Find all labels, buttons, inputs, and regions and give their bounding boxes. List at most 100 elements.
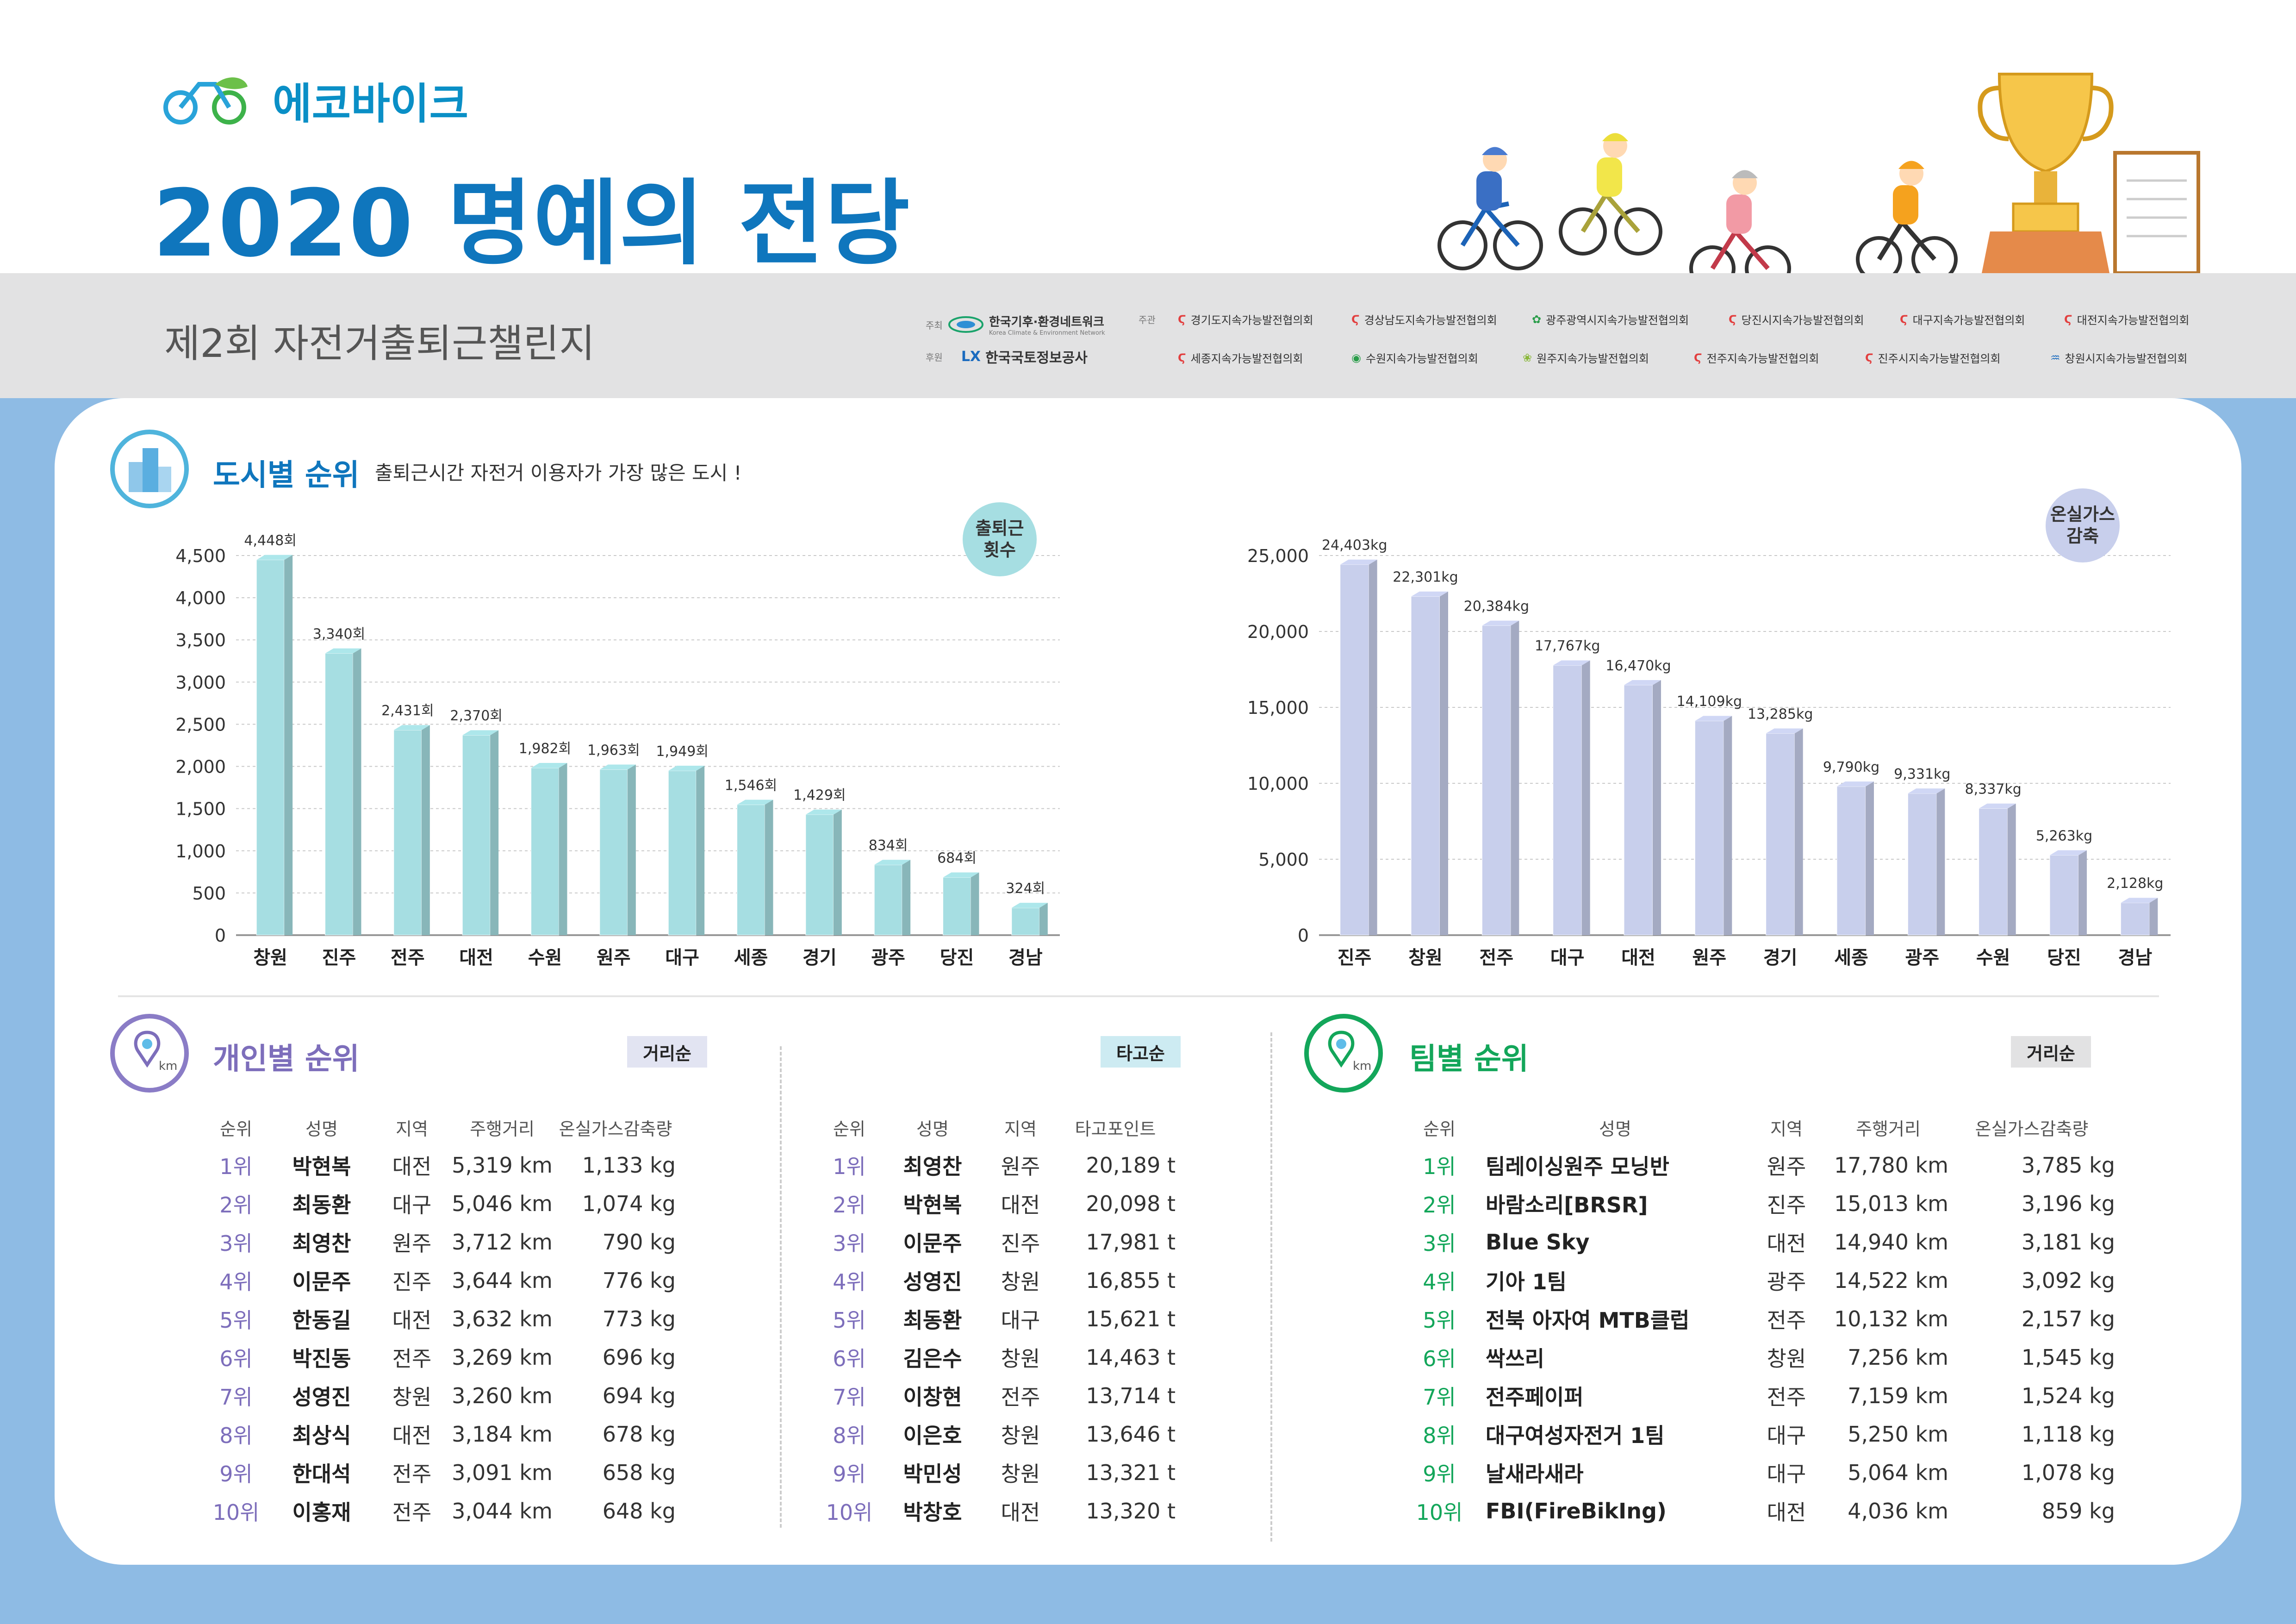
x-tick-label: 경남	[2118, 947, 2153, 968]
rank-cell: 7위	[1423, 1384, 1456, 1410]
table-cell: 658 kg	[602, 1460, 676, 1485]
rank-cell: 5위	[833, 1307, 866, 1333]
table-cell: 박민성	[903, 1461, 962, 1487]
data-label: 22,301kg	[1393, 569, 1458, 586]
table-cell: 전주페이퍼	[1486, 1384, 1584, 1410]
data-label: 9,331kg	[1894, 766, 1950, 782]
table-cell: 7,159 km	[1848, 1383, 1948, 1408]
bar-top	[737, 800, 773, 805]
data-label: 8,337kg	[1965, 781, 2022, 798]
table-row: 1위 최영찬 원주 20,189 t	[819, 1146, 1176, 1184]
table-cell: 대구	[1767, 1423, 1806, 1448]
table-cell: 박창호	[903, 1499, 962, 1525]
table-cell: 대구여성자전거 1팀	[1486, 1423, 1665, 1448]
bar-side	[765, 800, 773, 935]
table-header-row: 순위 성명 지역 주행거리 온실가스감축량	[1423, 1118, 2089, 1139]
data-label: 1,949회	[656, 743, 708, 760]
organizer-logo-icon: Ϛ	[1178, 351, 1186, 364]
table-cell: 1,118 kg	[2021, 1421, 2115, 1447]
chart-commute-badge: 출퇴근 횟수	[963, 502, 1037, 576]
table-row: 7위 성영진 창원 3,260 km 694 kg	[204, 1376, 676, 1415]
rank-cell: 6위	[833, 1346, 866, 1371]
rank-cell: 1위	[219, 1154, 253, 1179]
y-tick-label: 2,000	[175, 757, 226, 777]
personal-distance-table: 순위 성명 지역 주행거리 온실가스감축량 1위 박현복 대전 5,319 km 1,1…	[204, 1109, 676, 1530]
x-tick-label: 진주	[322, 947, 356, 968]
table-cell: 진주	[1001, 1230, 1040, 1256]
tag-team-distance-order: 거리순	[2011, 1036, 2091, 1068]
bar	[1553, 665, 1582, 936]
main-panel	[55, 398, 2241, 1565]
bar-top	[874, 860, 911, 865]
organizer-logo-icon: Ϛ	[1694, 351, 1702, 364]
table-row: 5위 최동환 대구 15,621 t	[819, 1299, 1176, 1338]
sponsor-label: 후원	[926, 351, 943, 363]
table-cell: 1,524 kg	[2021, 1383, 2115, 1408]
bar	[668, 770, 697, 936]
table-cell: 기아 1팀	[1486, 1269, 1567, 1294]
x-tick-label: 창원	[1408, 947, 1443, 968]
bar-side	[1936, 788, 1945, 935]
organizer-item: ❀ 원주지속가능발전협의회	[1523, 351, 1649, 366]
bar	[2049, 855, 2079, 936]
table-cell: 16,855 t	[1086, 1268, 1176, 1293]
table-cell: 전북 아자여 MTB클럽	[1486, 1307, 1690, 1333]
table-cell: 창원	[1001, 1423, 1040, 1448]
cyclists-illustration	[1437, 73, 2200, 292]
y-tick-label: 0	[1298, 925, 1309, 946]
cyclist-icon	[1856, 161, 1958, 282]
x-tick-label: 대전	[459, 947, 493, 968]
table-row: 9위 박민성 창원 13,321 t	[819, 1453, 1176, 1492]
table-cell: 694 kg	[602, 1383, 676, 1408]
table-cell: 5,064 km	[1848, 1460, 1948, 1485]
table-cell: 3,044 km	[452, 1498, 553, 1524]
bar-side	[1794, 728, 1803, 935]
table-row: 7위 전주페이퍼 전주 7,159 km 1,524 kg	[1393, 1376, 2115, 1415]
city-ranking-description: 출퇴근시간 자전거 이용자가 가장 많은 도시 !	[375, 462, 742, 484]
organizer-item: Ϛ 경기도지속가능발전협의회	[1178, 312, 1313, 327]
bar-top	[1482, 620, 1519, 626]
table-cell: 15,013 km	[1834, 1191, 1948, 1216]
bar-side	[1440, 591, 1448, 935]
x-tick-label: 창원	[253, 947, 287, 968]
bar-side	[971, 872, 979, 935]
table-row: 1위 팀레이싱원주 모닝반 원주 17,780 km 3,785 kg	[1393, 1146, 2115, 1184]
tag-distance-order: 거리순	[627, 1036, 707, 1068]
data-label: 20,384kg	[1464, 598, 1529, 614]
table-cell: 4,036 km	[1848, 1498, 1948, 1524]
kcen-logo-icon	[948, 316, 983, 333]
bar-top	[531, 763, 567, 768]
bar	[1481, 625, 1511, 936]
location-km-icon: km	[1304, 1014, 1383, 1093]
bar-top	[1411, 591, 1448, 597]
table-cell: 3,184 km	[452, 1421, 553, 1447]
rank-cell: 2위	[219, 1192, 253, 1218]
table-row: 4위 성영진 창원 16,855 t	[819, 1261, 1176, 1299]
bar-side	[833, 809, 842, 935]
table-cell: 15,621 t	[1086, 1306, 1176, 1331]
bar	[1766, 733, 1795, 936]
personal-ride-table: 순위 성명 지역 타고포인트 1위 최영찬 원주 20,189 t 2위 박현복 대전 20,…	[819, 1109, 1176, 1530]
bar-top	[462, 730, 499, 736]
table-cell: 최동환	[903, 1307, 962, 1333]
bar-side	[2007, 803, 2016, 935]
table-cell: 5,319 km	[452, 1152, 553, 1178]
table-cell: 1,545 kg	[2021, 1344, 2115, 1370]
table-cell: 20,189 t	[1086, 1152, 1176, 1178]
table-cell: 790 kg	[602, 1229, 676, 1255]
table-row: 2위 박현복 대전 20,098 t	[819, 1184, 1176, 1223]
rank-cell: 4위	[1423, 1269, 1456, 1294]
bar	[1411, 596, 1440, 936]
table-cell: 3,196 kg	[2021, 1191, 2115, 1216]
table-cell: 성영진	[292, 1384, 351, 1410]
table-cell: 이창현	[903, 1384, 962, 1410]
data-label: 5,263kg	[2036, 828, 2092, 844]
table-cell: FBI(FireBikIng)	[1486, 1498, 1667, 1524]
table-row: 3위 최영찬 원주 3,712 km 790 kg	[204, 1223, 676, 1261]
x-tick-label: 원주	[1692, 947, 1727, 968]
data-label: 16,470kg	[1605, 658, 1671, 674]
table-cell: 최영찬	[903, 1154, 962, 1179]
rank-cell: 8위	[1423, 1423, 1456, 1448]
data-label: 4,448회	[244, 532, 296, 549]
rank-cell: 4위	[833, 1269, 866, 1294]
